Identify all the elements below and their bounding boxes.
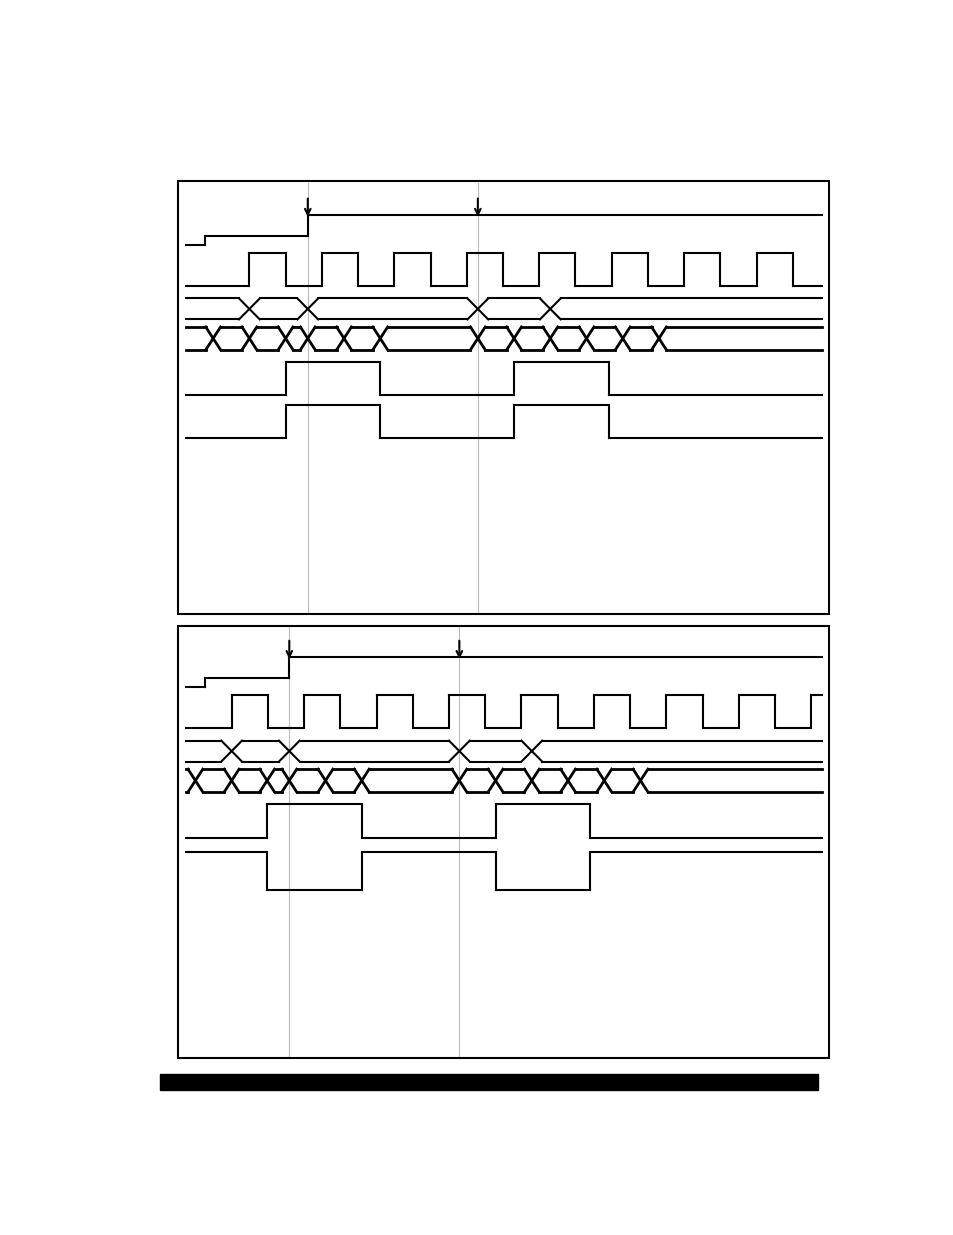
Bar [160,1074,817,1089]
Bar [178,626,828,1058]
Bar [178,182,828,614]
